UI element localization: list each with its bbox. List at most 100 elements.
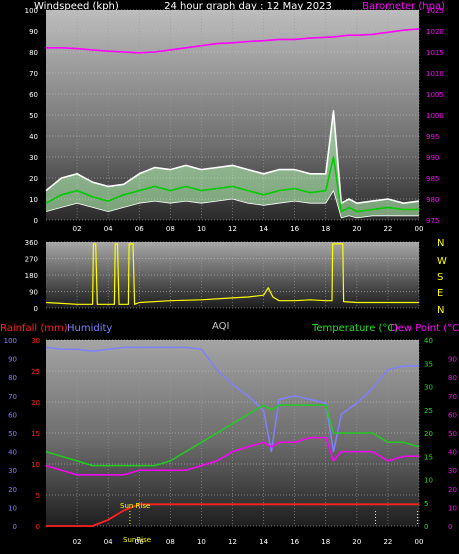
temp-y-tick: 5 [424,500,428,508]
wind-y-tick: 90 [29,28,38,36]
dew-y-tick: 50 [448,430,457,438]
direction-y-tick: 0 [34,305,38,313]
direction-y-tick: 270 [25,256,38,264]
wind-y-tick: 70 [29,70,38,78]
temperature-line [45,404,420,467]
x-tick-label-p1: 22 [383,225,392,233]
temp-y-tick: 30 [424,384,433,392]
x-tick-label-p1: 04 [104,225,113,233]
baro-y-tick: 1015 [426,49,444,57]
wind-y-tick: 50 [29,112,38,120]
dew-y-tick: 20 [448,486,457,494]
x-tick-label-p3: 14 [259,538,268,546]
wind-y-tick: 30 [29,154,38,162]
baro-y-tick: 1005 [426,91,444,99]
humidity-y-tick: 60 [8,411,17,419]
x-tick-label-p3: 04 [104,538,113,546]
rain-y-tick: 15 [31,430,40,438]
wind-avg-line [45,156,419,213]
dewpoint-line [45,436,419,476]
rainfall-label: Rainfall (mm) [0,323,68,334]
humidity-y-tick: 40 [8,449,17,457]
barometer-title: Barometer (hpa) [362,1,445,12]
rain-y-tick: 25 [31,368,40,376]
temp-y-tick: 35 [424,360,433,368]
dew-y-tick: 40 [448,449,457,457]
humidity-y-tick: 80 [8,374,17,382]
x-tick-label-p1: 00 [415,225,424,233]
barometer-line [46,28,420,54]
wind-low-line [45,190,419,219]
wind-y-tick: 60 [29,91,38,99]
temp-y-tick: 40 [424,337,433,345]
x-tick-label-p1: 18 [321,225,330,233]
sunrise-label: Sun Rise [120,502,150,510]
temperature-label: Temperature (°C) [311,323,398,334]
baro-y-tick: 990 [426,154,439,162]
direction-y-tick: 180 [25,272,38,280]
sunrise-axis-label: SunRise [123,536,151,544]
x-tick-label-p3: 00 [415,538,424,546]
humidity-y-tick: 70 [8,393,17,401]
wind-y-tick: 10 [29,196,38,204]
baro-y-tick: 1020 [426,28,444,36]
rain-y-tick: 10 [31,461,40,469]
x-tick-label-p1: 08 [166,225,175,233]
x-tick-label-p3: 16 [290,538,299,546]
temp-y-tick: 25 [424,407,433,415]
temp-y-tick: 10 [424,477,433,485]
dew-y-tick: 30 [448,467,457,475]
x-tick-label-p1: 06 [135,225,144,233]
wind-gust-line [45,110,420,204]
compass-w: W [437,256,447,267]
temp-y-tick: 15 [424,453,433,461]
baro-y-tick: 995 [426,133,439,141]
temp-y-tick: 0 [424,523,428,531]
compass-s: S [437,272,443,283]
humidity-label: Humidity [67,323,112,334]
wind-y-tick: 20 [29,175,38,183]
dew-y-tick: 60 [448,411,457,419]
x-tick-label-p3: 08 [166,538,175,546]
direction-y-tick: 90 [29,289,38,297]
x-tick-label-p3: 20 [352,538,361,546]
baro-y-tick: 975 [426,217,439,225]
humidity-line [45,346,419,453]
dew-y-tick: 90 [448,356,457,364]
x-tick-label-p3: 22 [383,538,392,546]
x-tick-label-p1: 02 [73,225,82,233]
baro-y-tick: 1000 [426,112,444,120]
x-tick-label-p1: 16 [290,225,299,233]
compass-n-top: N [437,238,444,249]
baro-y-tick: 985 [426,175,439,183]
humidity-y-tick: 50 [8,430,17,438]
x-tick-label-p1: 14 [259,225,268,233]
rain-y-tick: 5 [36,492,40,500]
dewpoint-label: Dew Point (°C) [390,323,459,334]
x-tick-label-p3: 02 [73,538,82,546]
rain-y-tick: 30 [31,337,40,345]
humidity-y-tick: 90 [8,356,17,364]
wind-y-tick: 40 [29,133,38,141]
x-tick-label-p3: 12 [228,538,237,546]
compass-e: E [437,288,443,299]
humidity-y-tick: 0 [13,523,17,531]
x-tick-label-p3: 06 [135,538,144,546]
rain-y-tick: 0 [36,523,40,531]
dew-y-tick: 10 [448,504,457,512]
x-tick-label-p1: 12 [228,225,237,233]
chart-date-title: 24 hour graph day : 12 May 2023 [164,1,332,12]
baro-y-tick: 980 [426,196,439,204]
humidity-y-tick: 100 [4,337,17,345]
x-tick-label-p3: 10 [197,538,206,546]
humidity-y-tick: 20 [8,486,17,494]
baro-y-tick: 1025 [426,7,444,15]
direction-y-tick: 360 [25,239,38,247]
x-tick-label-p1: 10 [197,225,206,233]
wind-direction-line [45,243,419,305]
dew-y-tick: 80 [448,374,457,382]
windspeed-title: Windspeed (kph) [34,1,119,12]
wind-y-tick: 0 [34,217,38,225]
